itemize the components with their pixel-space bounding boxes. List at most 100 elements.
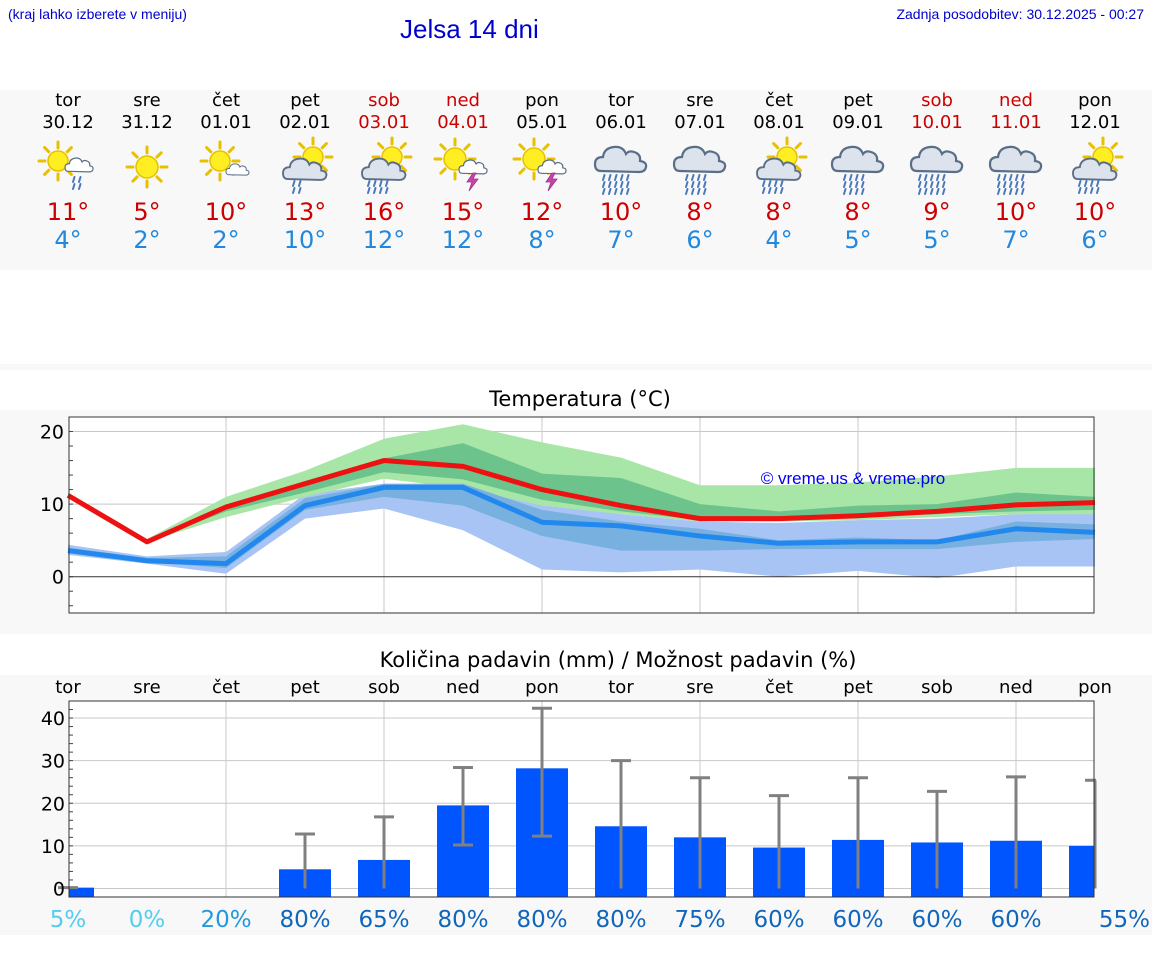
day-forecast: pon 05.01 12° 8° (502, 90, 582, 254)
precip-day-label: sob (921, 677, 953, 698)
precip-day-label: ned (446, 677, 480, 698)
day-date: 04.01 (437, 112, 489, 133)
precip-day-label: sre (133, 677, 160, 698)
day-forecast: tor 30.12 11° 4° (28, 90, 108, 254)
day-date: 09.01 (832, 112, 884, 133)
rain-drops (72, 176, 82, 190)
rain-drops (762, 180, 784, 194)
cloud-shape (756, 157, 802, 181)
precip-probability-label: 60% (990, 907, 1041, 933)
precip-error-bar (374, 815, 394, 889)
precip-error-bar (769, 794, 789, 889)
precip-probability-label: 60% (753, 907, 804, 933)
max-temp: 13° (283, 198, 327, 226)
day-date: 05.01 (516, 112, 568, 133)
temperature-chart: 0 10 20 © vreme.us & vreme.pro (40, 416, 1096, 614)
day-forecast: ned 11.01 10° 7° (976, 90, 1056, 254)
cloud-shape (361, 157, 407, 181)
min-temp: 12° (362, 226, 406, 254)
day-name: čet (211, 90, 241, 111)
day-name: pon (1078, 90, 1112, 111)
temperature-chart-title: Temperatura (°C) (489, 387, 671, 411)
day-name: čet (764, 90, 794, 111)
precip-day-label: pon (1078, 677, 1112, 698)
day-name: pet (843, 90, 873, 111)
day-date: 11.01 (990, 112, 1042, 133)
rain-drops (292, 180, 302, 194)
precip-day-label: pet (843, 677, 873, 698)
precip-probability-label: 75% (674, 907, 725, 933)
cloud-shape (593, 145, 648, 174)
rain-drops (685, 174, 707, 195)
temp-plot-frame (68, 416, 1095, 614)
precip-day-label: pon (525, 677, 559, 698)
precipitation-chart-title: Količina padavin (mm) / Možnost padavin … (379, 648, 857, 672)
lightning-bolt (466, 172, 479, 192)
min-temp-line (67, 484, 1096, 567)
precip-bar (69, 887, 94, 897)
cloud-shape (1072, 157, 1118, 181)
precip-probability-label: 80% (279, 907, 330, 933)
precip-probability-label: 65% (358, 907, 409, 933)
precip-y-tick-label: 30 (41, 751, 65, 773)
day-date: 01.01 (200, 112, 252, 133)
rain-drops (918, 174, 946, 195)
location-menu-hint[interactable]: (kraj lahko izberete v meniju) (8, 6, 187, 22)
forecast-strip (0, 90, 1152, 270)
precip-bar (1069, 845, 1094, 897)
day-forecast: sre 07.01 8° 6° (660, 90, 740, 254)
day-date: 06.01 (595, 112, 647, 133)
day-date: 08.01 (753, 112, 805, 133)
watermark-text: © vreme.us & vreme.pro (761, 469, 945, 488)
max-temp-line (66, 458, 1096, 545)
day-date: 30.12 (42, 112, 94, 133)
min-temp: 2° (133, 226, 161, 254)
min-temp: 7° (1002, 226, 1030, 254)
min-temp: 4° (765, 226, 793, 254)
day-date: 03.01 (358, 112, 410, 133)
day-forecast: sob 03.01 16° 12° (344, 90, 424, 254)
day-name: sob (368, 90, 400, 111)
precip-day-label: čet (212, 677, 240, 698)
day-name: sre (133, 90, 161, 111)
sun-thunderstorm-icon (433, 137, 488, 192)
day-forecast: čet 08.01 8° 4° (739, 90, 819, 254)
day-name: ned (999, 90, 1033, 111)
precip-y-tick-label: 20 (41, 793, 65, 815)
max-temp: 15° (441, 198, 485, 226)
precip-error-bar (1006, 775, 1026, 889)
day-name: sre (686, 90, 714, 111)
rain-drops (367, 180, 389, 194)
precip-error-bar (927, 789, 947, 889)
day-forecast: tor 06.01 10° 7° (581, 90, 661, 254)
partly-cloudy-light-rain-icon (37, 140, 94, 190)
cloud-heavy-rain-icon (988, 145, 1043, 195)
day-date: 02.01 (279, 112, 331, 133)
min-temp: 12° (441, 226, 485, 254)
rain-drops (602, 174, 630, 195)
page-title: Jelsa 14 dni (400, 14, 539, 44)
precip-error-bar (532, 706, 552, 838)
max-temp: 12° (520, 198, 564, 226)
cloud-shape (672, 145, 727, 174)
max-temp: 10° (204, 198, 248, 226)
max-temp: 9° (923, 198, 951, 226)
cloud-rain-icon (672, 145, 727, 195)
last-update-text: Zadnja posodobitev: 30.12.2025 - 00:27 (896, 6, 1144, 22)
precip-error-bar (848, 776, 868, 889)
cloud-heavy-rain-icon (909, 145, 964, 195)
rain-drops (997, 174, 1025, 195)
day-name: tor (55, 90, 81, 111)
sun-shape (125, 145, 169, 189)
precipitation-chart: tor sre čet pet sob ned pon tor sre čet pet sob ned p… (41, 677, 1150, 933)
precip-error-bar (611, 759, 631, 889)
temp-y-tick-label: 0 (52, 567, 64, 589)
precip-probability-label: 0% (129, 907, 166, 933)
cloud-shape (988, 145, 1043, 174)
max-temp: 8° (765, 198, 793, 226)
max-temp: 5° (133, 198, 161, 226)
precip-day-label: čet (765, 677, 793, 698)
precip-day-label: sob (368, 677, 400, 698)
precip-error-bar (453, 765, 473, 847)
max-temp: 11° (46, 198, 90, 226)
